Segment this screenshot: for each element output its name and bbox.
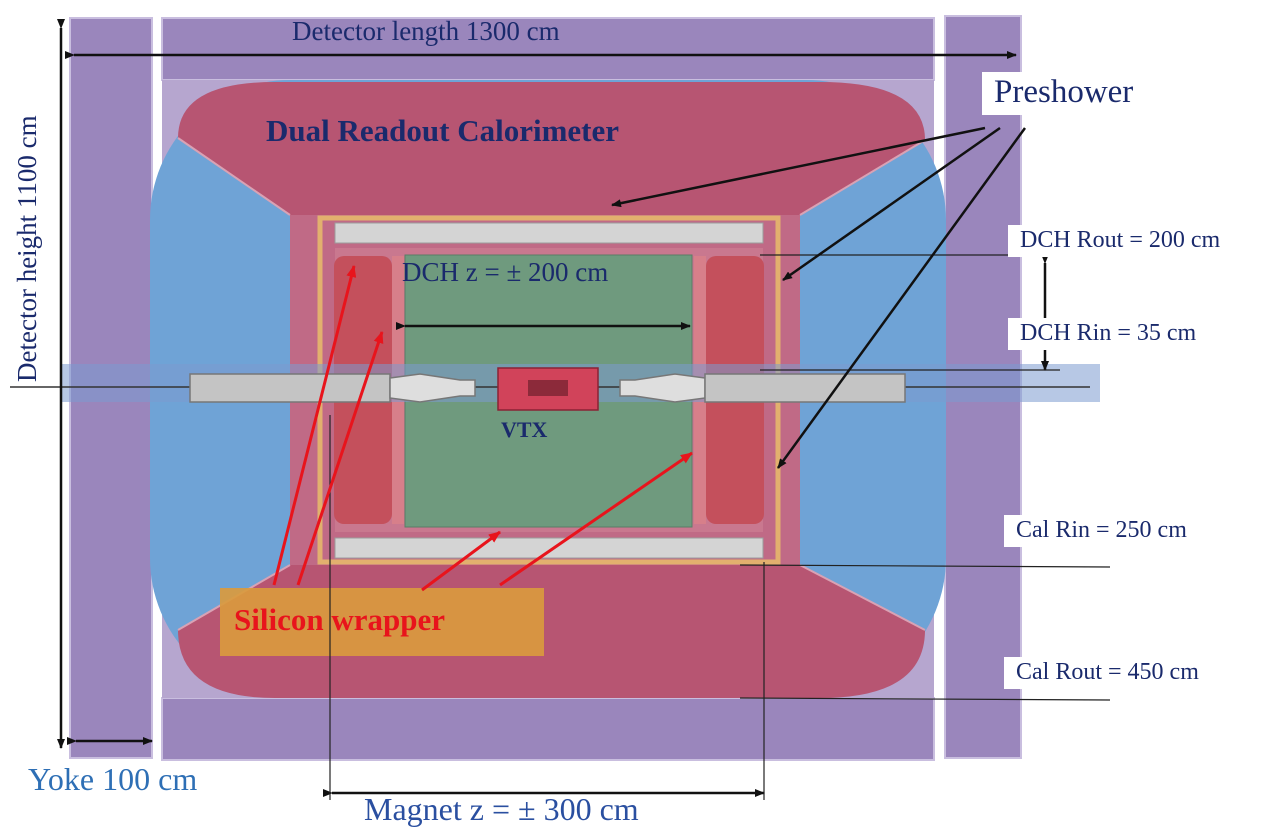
magnet-z-label: Magnet z = ± 300 cm	[364, 791, 639, 827]
dch-rin-label: DCH Rin = 35 cm	[1008, 318, 1203, 350]
dch-rout-label: DCH Rout = 200 cm	[1008, 225, 1227, 257]
detector-height-label: Detector height 1100 cm	[12, 115, 42, 382]
silicon-wrapper-arrows	[272, 265, 693, 592]
leader-lines	[329, 254, 1111, 800]
cal-rout-label: Cal Rout = 450 cm	[1004, 657, 1205, 689]
silicon-wrapper-box	[220, 588, 544, 656]
beam-pipe	[10, 364, 1100, 411]
dual-readout-calorimeter-label: Dual Readout Calorimeter	[266, 113, 619, 148]
dch-z-label: DCH z = ± 200 cm	[402, 257, 609, 287]
vtx-label: VTX	[501, 417, 548, 442]
preshower-arrows	[611, 126, 1027, 469]
cal-rin-label: Cal Rin = 250 cm	[1004, 515, 1193, 547]
yoke-label: Yoke 100 cm	[28, 761, 198, 797]
detector-length-label: Detector length 1300 cm	[292, 16, 560, 46]
dimension-lines	[57, 19, 1049, 797]
preshower-label: Preshower	[982, 72, 1146, 115]
silicon-wrapper-label: Silicon wrapper	[234, 602, 445, 637]
